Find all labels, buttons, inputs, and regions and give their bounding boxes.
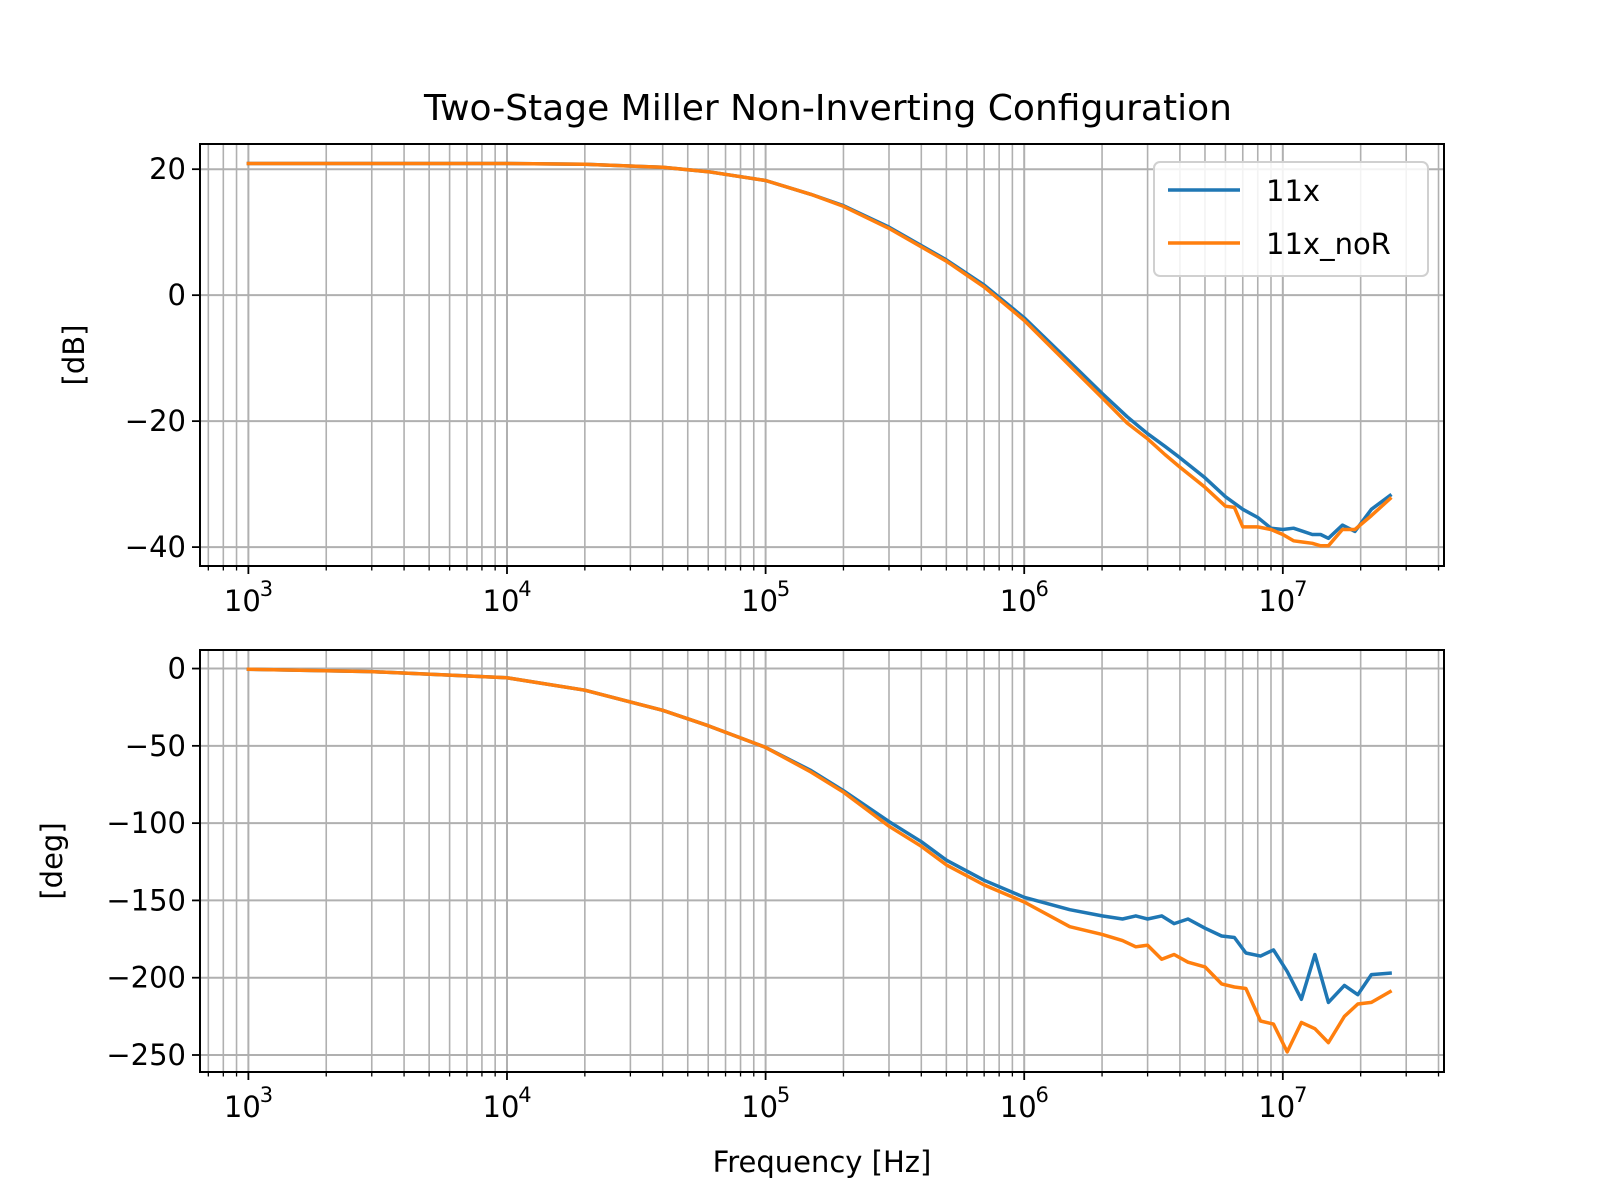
x-tick-label: 10 — [483, 584, 520, 618]
x-tick-label-exponent: 6 — [1036, 577, 1049, 601]
x-axis-label: Frequency [Hz] — [713, 1145, 932, 1179]
y-tick-label: 0 — [168, 652, 186, 686]
y-tick-label: 0 — [168, 278, 186, 312]
x-tick-label-exponent: 4 — [518, 1083, 531, 1107]
x-tick-label-exponent: 5 — [777, 577, 790, 601]
phase-grid — [200, 650, 1444, 1072]
y-tick-label: −100 — [106, 806, 186, 840]
magnitude-series — [246, 161, 1393, 548]
x-tick-label-exponent: 5 — [777, 1083, 790, 1107]
y-tick-label: −200 — [106, 961, 186, 995]
series-line-11x-noR — [246, 667, 1393, 1054]
x-tick-label-exponent: 4 — [518, 577, 531, 601]
x-tick-label-exponent: 3 — [260, 577, 273, 601]
legend-label-11x-noR: 11x_noR — [1266, 227, 1391, 261]
x-tick-label: 10 — [741, 1090, 778, 1124]
x-tick-label-exponent: 7 — [1294, 1083, 1307, 1107]
chart-title: Two-Stage Miller Non-Inverting Configura… — [423, 88, 1232, 129]
phase-axes-frame — [199, 649, 1445, 1073]
x-tick-label: 10 — [1258, 584, 1295, 618]
y-tick-label: −150 — [106, 883, 186, 917]
x-tick-label: 10 — [1000, 1090, 1037, 1124]
phase-y-label: [deg] — [35, 822, 69, 899]
x-tick-label-exponent: 6 — [1036, 1083, 1049, 1107]
y-tick-label: −20 — [125, 404, 186, 438]
x-tick-label-exponent: 7 — [1294, 577, 1307, 601]
y-tick-label: −50 — [125, 729, 186, 763]
legend: 11x 11x_noR — [1153, 161, 1429, 277]
y-tick-label: −250 — [106, 1038, 186, 1072]
x-tick-label: 10 — [741, 584, 778, 618]
x-tick-label: 10 — [483, 1090, 520, 1124]
x-tick-label: 10 — [224, 1090, 261, 1124]
magnitude-axes-frame — [199, 143, 1445, 567]
x-tick-label: 10 — [224, 584, 261, 618]
series-line-11x-noR — [246, 161, 1393, 548]
magnitude-y-label: [dB] — [57, 325, 91, 386]
x-tick-label: 10 — [1258, 1090, 1295, 1124]
phase-series — [246, 667, 1393, 1054]
legend-label-11x: 11x — [1266, 174, 1320, 208]
y-tick-label: 20 — [149, 152, 186, 186]
x-tick-label-exponent: 3 — [260, 1083, 273, 1107]
y-tick-label: −40 — [125, 530, 186, 564]
x-tick-label: 10 — [1000, 584, 1037, 618]
